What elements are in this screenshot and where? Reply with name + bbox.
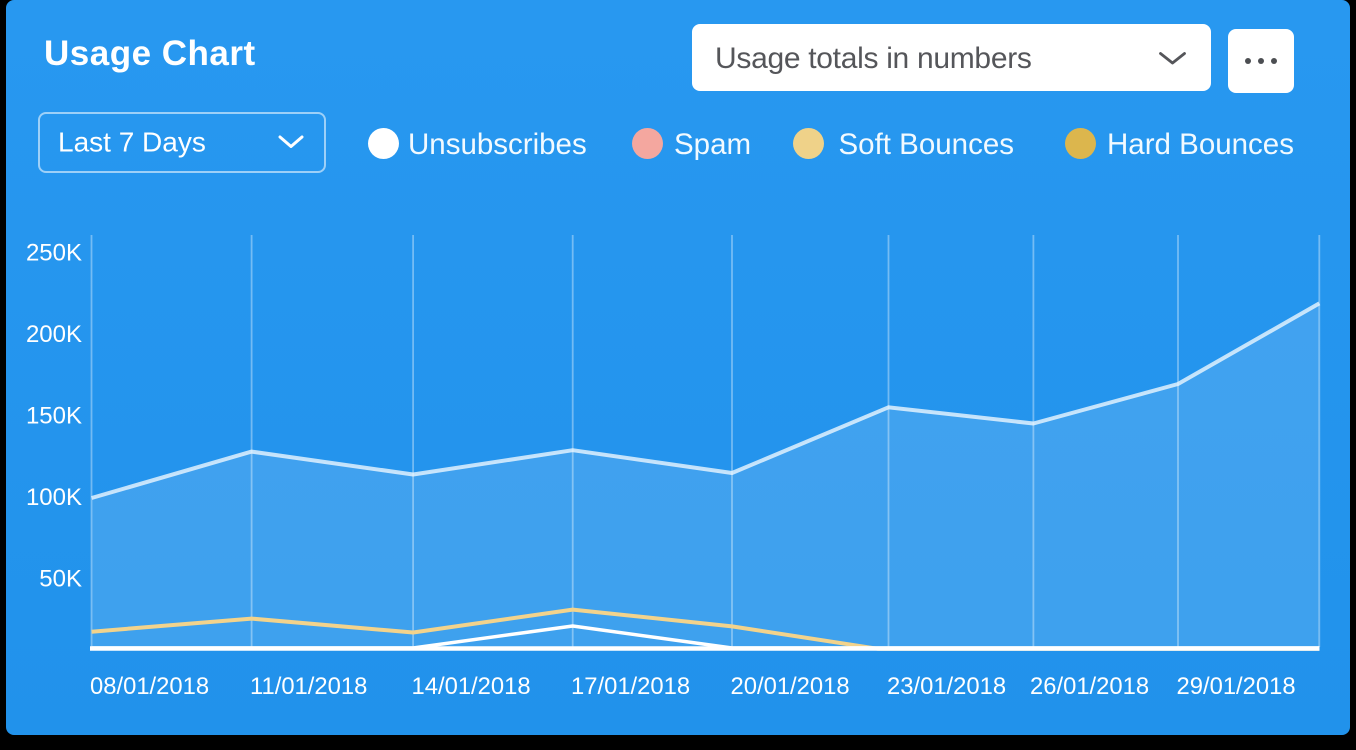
- svg-text:29/01/2018: 29/01/2018: [1177, 673, 1296, 700]
- svg-text:50K: 50K: [39, 566, 82, 593]
- svg-text:20/01/2018: 20/01/2018: [731, 673, 850, 700]
- svg-text:150K: 150K: [26, 403, 82, 430]
- svg-text:23/01/2018: 23/01/2018: [887, 673, 1006, 700]
- svg-text:14/01/2018: 14/01/2018: [412, 673, 531, 700]
- svg-text:17/01/2018: 17/01/2018: [571, 673, 690, 700]
- svg-text:26/01/2018: 26/01/2018: [1030, 673, 1149, 700]
- svg-text:250K: 250K: [26, 240, 82, 267]
- svg-text:100K: 100K: [26, 484, 82, 511]
- svg-text:11/01/2018: 11/01/2018: [250, 673, 367, 700]
- svg-text:200K: 200K: [26, 321, 82, 348]
- svg-text:08/01/2018: 08/01/2018: [90, 673, 209, 700]
